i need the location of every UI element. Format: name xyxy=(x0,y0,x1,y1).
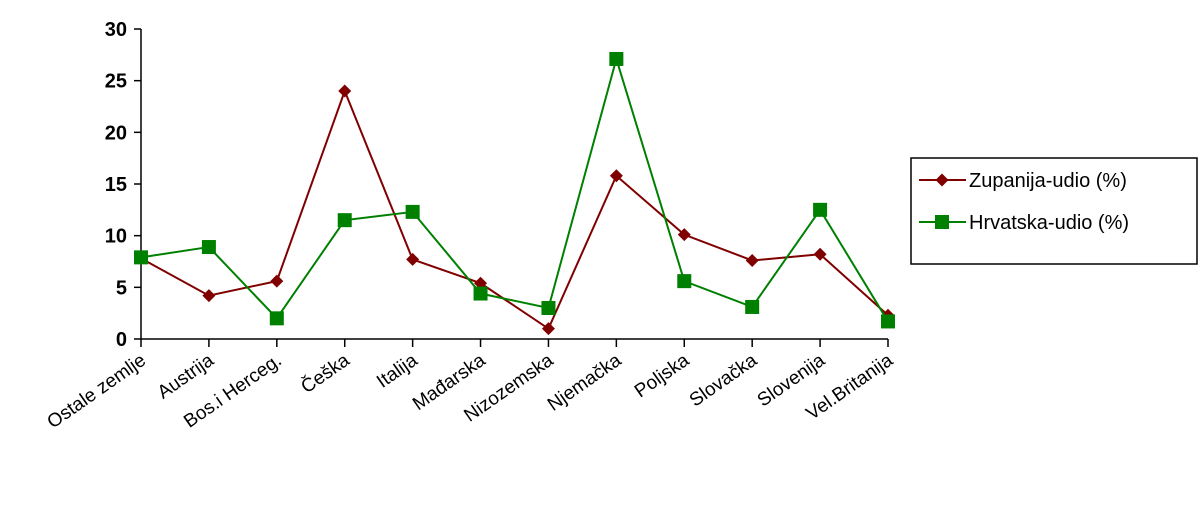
series-2-point xyxy=(813,202,828,217)
legend-marker-diamond xyxy=(935,173,949,187)
legend-label-1: Zupanija-udio (%) xyxy=(969,170,1127,192)
series-2-point xyxy=(881,314,895,329)
series-1-point xyxy=(338,84,352,98)
y-tick-label: 25 xyxy=(105,71,127,93)
series-1-point xyxy=(745,253,759,267)
series-2-point xyxy=(269,311,284,326)
series-2-point xyxy=(134,250,148,265)
legend-box xyxy=(910,157,1198,265)
y-tick-label: 10 xyxy=(105,226,127,248)
x-category-label: Ostale zemlje xyxy=(44,350,150,433)
series-1-point xyxy=(474,276,488,290)
series-1-point xyxy=(406,252,420,266)
series-1-point xyxy=(609,169,623,183)
series-1-point xyxy=(202,289,216,303)
legend: Zupanija-udio (%) Hrvatska-udio (%) xyxy=(910,157,1198,265)
x-category-label: Češka xyxy=(297,349,354,398)
series-1-point xyxy=(813,247,827,261)
y-tick-label: 0 xyxy=(116,329,127,351)
y-tick-label: 5 xyxy=(116,277,127,299)
series-2-point xyxy=(473,286,488,301)
y-tick-label: 30 xyxy=(105,19,127,41)
series-2-point xyxy=(609,51,624,66)
series-line-1 xyxy=(140,88,889,331)
legend-marker-square xyxy=(935,215,949,229)
x-category-label: Slovačka xyxy=(686,350,762,412)
series-2-point xyxy=(405,204,420,219)
series-2-point xyxy=(745,299,760,314)
series-1-point xyxy=(541,322,555,336)
x-category-label: Italija xyxy=(373,350,422,393)
series-2-point xyxy=(337,213,352,228)
series-1-point xyxy=(677,228,691,242)
series-1-point xyxy=(270,274,284,288)
y-tick-label: 15 xyxy=(105,174,127,196)
y-tick-label: 20 xyxy=(105,122,127,144)
x-category-label: Poljska xyxy=(631,350,694,403)
series-2-point xyxy=(201,240,216,255)
series-2-point xyxy=(677,274,692,289)
x-category-label: Njemačka xyxy=(544,350,626,416)
series-2-point xyxy=(541,301,556,315)
series-line-2 xyxy=(140,55,889,322)
series-layer xyxy=(134,51,895,336)
legend-label-2: Hrvatska-udio (%) xyxy=(969,212,1129,234)
